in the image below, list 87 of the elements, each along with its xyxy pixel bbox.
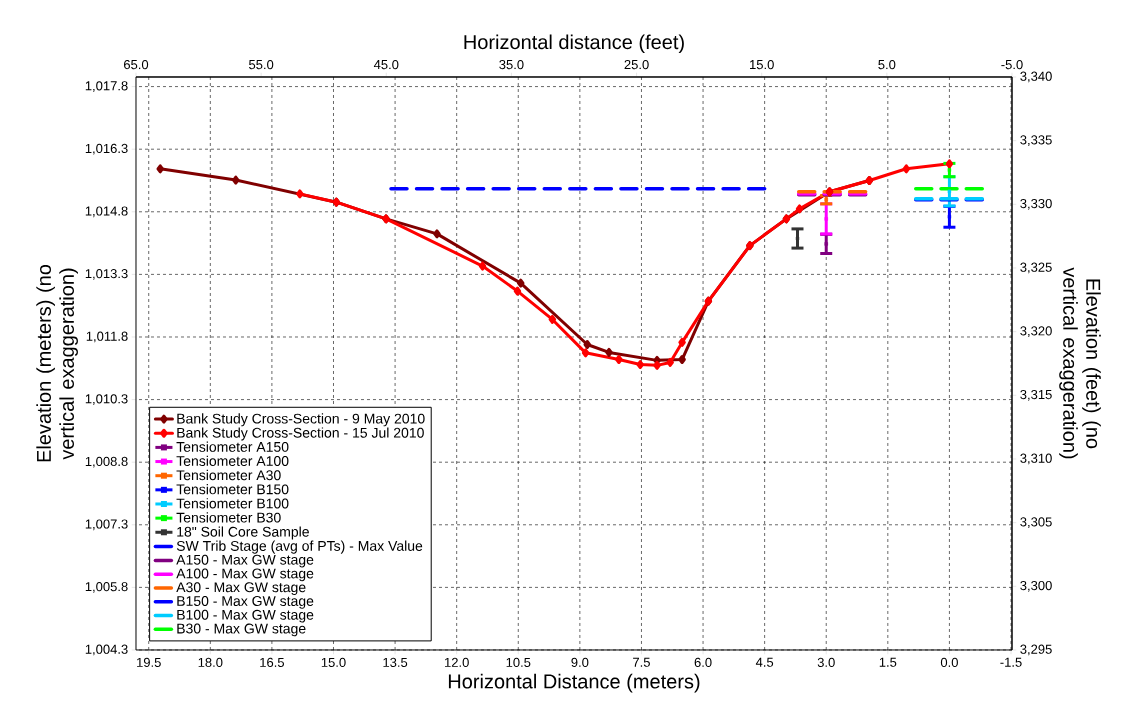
x-tick-label: 6.0 [694, 657, 712, 667]
point [296, 189, 304, 199]
point [605, 347, 613, 357]
y-tick-label: 1,017.8 [85, 81, 128, 92]
x2-axis-title: Horizontal distance (feet) [464, 34, 684, 54]
point [824, 242, 828, 246]
point [513, 286, 522, 296]
x-tick-label: 15.0 [321, 657, 346, 667]
y2-tick-label: 3,335 [1020, 135, 1052, 147]
x2-tick-label: -5.0 [1001, 59, 1023, 70]
x2-tick-label: 35.0 [499, 59, 524, 70]
legend-label: A30 - Max GW stage [176, 582, 306, 595]
legend-label: Tensiometer A150 [176, 441, 289, 452]
point [516, 278, 525, 288]
x-tick-label: 18.0 [198, 657, 223, 667]
x-tick-label: -1.5 [1000, 657, 1022, 667]
point [636, 360, 644, 370]
x-tick-label: 10.5 [506, 657, 531, 667]
x-tick-label: 13.5 [383, 657, 408, 667]
y-tick-label: 1,013.3 [85, 269, 128, 280]
y2-tick-label: 3,320 [1020, 326, 1052, 338]
legend-label: Tensiometer B150 [176, 484, 289, 495]
point [947, 168, 952, 172]
legend-label: B150 - Max GW stage [177, 596, 314, 609]
point [583, 340, 591, 349]
x2-tick-label: 55.0 [249, 59, 274, 70]
y2-tick-label: 3,305 [1020, 517, 1052, 529]
y-tick-label: 1,014.8 [85, 206, 128, 218]
point [947, 189, 952, 194]
y-tick-label: 1,008.8 [85, 456, 128, 468]
x-tick-label: 16.5 [260, 657, 285, 667]
x-tick-label: 1.5 [879, 657, 897, 667]
x2-tick-label: 25.0 [624, 59, 649, 70]
legend-label: A150 - Max GW stage [176, 554, 314, 568]
point [478, 261, 487, 271]
x2-tick-label: 15.0 [750, 59, 774, 70]
legend-label: Tensiometer B100 [176, 498, 289, 509]
y2-axis-title: Elevation (feet) (no vertical exaggeration) [1059, 267, 1101, 459]
point [902, 164, 911, 174]
x-tick-label: 3.0 [817, 657, 835, 667]
x-tick-label: 19.5 [137, 657, 161, 667]
point [666, 357, 674, 367]
point [795, 204, 804, 214]
y2-tick-label: 3,300 [1020, 580, 1052, 592]
x-tick-label: 12.0 [445, 657, 469, 667]
x2-tick-label: 65.0 [124, 59, 149, 70]
point [653, 360, 661, 370]
y-tick-label: 1,005.8 [85, 582, 128, 593]
y2-tick-label: 3,295 [1020, 644, 1052, 656]
y-axis-title: Elevation (meters) (no vertical exaggeration) [36, 264, 78, 462]
point [548, 314, 557, 324]
legend-label: SW Trib Stage (avg of PTs) - Max Value [176, 540, 423, 554]
y-tick-label: 1,004.3 [85, 644, 128, 656]
legend-label: Tensiometer A30 [176, 469, 281, 481]
legend-label: B100 - Max GW stage [177, 609, 314, 623]
point [581, 348, 590, 358]
y2-tick-label: 3,340 [1020, 71, 1052, 83]
y2-tick-label: 3,315 [1020, 389, 1052, 401]
x2-tick-label: 45.0 [373, 59, 399, 70]
legend-label: Tensiometer B30 [176, 512, 281, 523]
legend-label: Bank Study Cross-Section - 15 Jul 2010 [177, 427, 424, 441]
x-tick-label: 9.0 [571, 657, 589, 667]
x-axis-title: Horizontal Distance (meters) [448, 673, 700, 693]
legend-label: Tensiometer A100 [176, 455, 289, 467]
legend-label: A100 - Max GW stage [176, 568, 314, 582]
x-tick-label: 7.5 [633, 657, 650, 667]
legend-label: B30 - Max GW stage [177, 623, 306, 637]
legend-label: Bank Study Cross-Section - 9 May 2010 [177, 413, 425, 427]
legend-label: 18" Soil Core Sample [177, 526, 309, 540]
x-tick-label: 4.5 [755, 657, 774, 667]
y2-tick-label: 3,330 [1020, 198, 1052, 210]
point [232, 175, 240, 185]
y2-tick-label: 3,310 [1020, 453, 1052, 465]
x2-tick-label: 5.0 [878, 59, 896, 70]
point [156, 164, 164, 174]
y-tick-label: 1,010.3 [85, 394, 128, 405]
point [795, 236, 800, 241]
point [824, 217, 828, 221]
point [678, 337, 686, 347]
point [678, 355, 686, 365]
y-tick-label: 1,011.8 [86, 331, 128, 343]
y-tick-label: 1,007.3 [85, 519, 128, 531]
point [433, 229, 441, 239]
y-tick-label: 1,016.3 [85, 143, 128, 155]
point [615, 355, 623, 365]
x-tick-label: 0.0 [940, 657, 958, 667]
y2-tick-label: 3,325 [1020, 262, 1052, 274]
